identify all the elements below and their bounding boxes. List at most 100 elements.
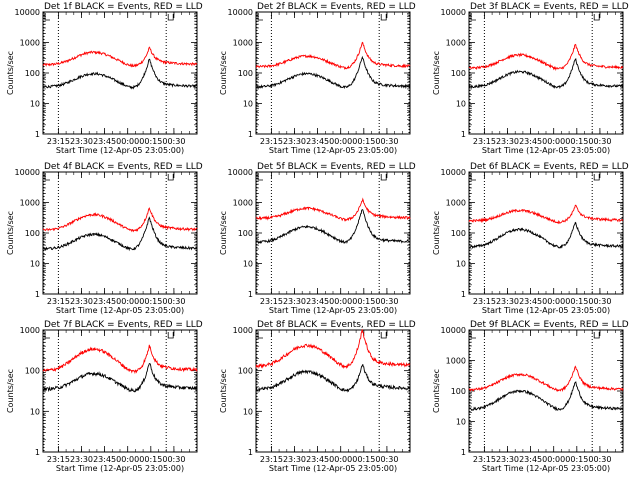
x-tick-label: 23:30: [283, 297, 306, 306]
corner-bracket-glyph: [257, 332, 263, 339]
y-tick-label: 10: [30, 260, 40, 269]
y-tick-label: 10000: [441, 168, 466, 177]
x-tick-label: 00:15: [352, 297, 375, 306]
y-tick-label: 1000: [233, 39, 253, 48]
plot-frame: [255, 329, 411, 453]
x-tick-label: 00:30: [375, 297, 398, 306]
y-tick-label: 10000: [228, 8, 253, 17]
x-tick-label: 23:15: [47, 137, 70, 146]
y-tick-label: 1: [461, 290, 466, 299]
y-tick-label: 1: [248, 130, 253, 139]
x-axis-label: Start Time (12-Apr-05 23:05:00): [269, 146, 397, 155]
panel-title: Det 9f BLACK = Events, RED = LLD: [470, 320, 629, 330]
x-tick-label: 23:30: [70, 297, 93, 306]
x-tick-label: 23:45: [519, 297, 542, 306]
x-tick-label: 23:45: [519, 137, 542, 146]
x-axis-label: Start Time (12-Apr-05 23:05:00): [482, 146, 610, 155]
y-tick-label: 100: [451, 229, 466, 238]
events-series-line: [42, 363, 198, 393]
y-tick-label: 10: [30, 407, 40, 416]
y-tick-label: 1: [35, 130, 40, 139]
events-series-line: [468, 381, 624, 412]
plot-frame: [255, 11, 411, 135]
x-tick-label: 23:30: [496, 297, 519, 306]
x-tick-label: 00:30: [588, 137, 611, 146]
x-tick-label: 23:45: [93, 297, 116, 306]
corner-bracket-glyph: [44, 174, 50, 181]
lld-series-line: [468, 365, 624, 393]
y-axis-label: Counts/sec: [219, 211, 228, 255]
x-tick-label: 23:15: [47, 297, 70, 306]
x-tick-label: 23:30: [70, 455, 93, 464]
x-tick-label: 23:45: [306, 297, 329, 306]
plot-frame: [468, 11, 624, 135]
x-tick-label: 23:15: [260, 137, 283, 146]
detector-panel-7: Det 7f BLACK = Events, RED = LLD 1 10 100 10…: [6, 320, 203, 473]
y-tick-label: 10: [243, 260, 253, 269]
x-axis-label: Start Time (12-Apr-05 23:05:00): [482, 306, 610, 315]
corner-bracket-glyph: [593, 14, 600, 21]
y-tick-label: 1000: [233, 199, 253, 208]
y-tick-label: 10: [243, 100, 253, 109]
plot-frame: [42, 171, 198, 295]
y-tick-label: 10000: [15, 168, 40, 177]
y-tick-label: 100: [25, 367, 40, 376]
y-tick-label: 100: [238, 69, 253, 78]
x-tick-label: 00:15: [139, 455, 162, 464]
x-tick-label: 23:15: [473, 297, 496, 306]
y-axis-label: Counts/sec: [219, 369, 228, 413]
y-tick-label: 10000: [441, 8, 466, 17]
panel-title: Det 4f BLACK = Events, RED = LLD: [44, 162, 203, 172]
x-tick-label: 00:00: [116, 297, 139, 306]
y-axis-label: Counts/sec: [432, 211, 441, 255]
x-tick-label: 00:30: [375, 455, 398, 464]
x-axis-label: Start Time (12-Apr-05 23:05:00): [482, 464, 610, 473]
corner-bracket-glyph: [44, 14, 50, 21]
lld-series-line: [255, 197, 411, 222]
lld-series-line: [42, 207, 198, 233]
x-tick-label: 00:30: [162, 455, 185, 464]
y-tick-label: 1000: [20, 39, 40, 48]
x-tick-label: 23:30: [496, 455, 519, 464]
corner-bracket-glyph: [593, 332, 600, 339]
y-tick-label: 10000: [441, 326, 466, 335]
panel-title: Det 8f BLACK = Events, RED = LLD: [257, 320, 416, 330]
lld-series-line: [468, 204, 624, 225]
plot-frame: [255, 171, 411, 295]
y-axis-label: Counts/sec: [6, 369, 15, 413]
x-tick-label: 00:30: [588, 297, 611, 306]
events-series-line: [255, 55, 411, 90]
x-tick-label: 00:15: [139, 137, 162, 146]
detector-panel-5: Det 5f BLACK = Events, RED = LLD 1 10 100 10…: [219, 162, 416, 315]
y-tick-label: 100: [238, 229, 253, 238]
lld-series-line: [42, 46, 198, 68]
y-tick-label: 10000: [228, 168, 253, 177]
x-tick-label: 23:15: [47, 455, 70, 464]
panel-title: Det 5f BLACK = Events, RED = LLD: [257, 162, 416, 172]
y-tick-label: 1: [35, 448, 40, 457]
y-tick-label: 1000: [233, 326, 253, 335]
detector-panel-1: Det 1f BLACK = Events, RED = LLD 1 10 100 10…: [6, 2, 203, 155]
corner-bracket-glyph: [380, 14, 387, 21]
x-tick-label: 00:00: [542, 137, 565, 146]
x-tick-label: 23:30: [496, 137, 519, 146]
y-tick-label: 10: [456, 260, 466, 269]
corner-bracket-glyph: [380, 174, 387, 181]
x-tick-label: 00:30: [588, 455, 611, 464]
corner-bracket-glyph: [470, 14, 476, 21]
corner-bracket-glyph: [470, 174, 476, 181]
events-series-line: [468, 57, 624, 90]
panel-title: Det 3f BLACK = Events, RED = LLD: [470, 2, 629, 12]
y-tick-label: 10: [243, 407, 253, 416]
x-tick-label: 23:30: [70, 137, 93, 146]
corner-bracket-glyph: [380, 332, 387, 339]
y-axis-label: Counts/sec: [432, 369, 441, 413]
corner-bracket-glyph: [44, 332, 50, 339]
y-tick-label: 100: [25, 69, 40, 78]
y-tick-label: 1: [248, 290, 253, 299]
plot-frame: [42, 11, 198, 135]
x-tick-label: 23:15: [473, 137, 496, 146]
y-tick-label: 100: [451, 387, 466, 396]
x-tick-label: 23:15: [260, 297, 283, 306]
